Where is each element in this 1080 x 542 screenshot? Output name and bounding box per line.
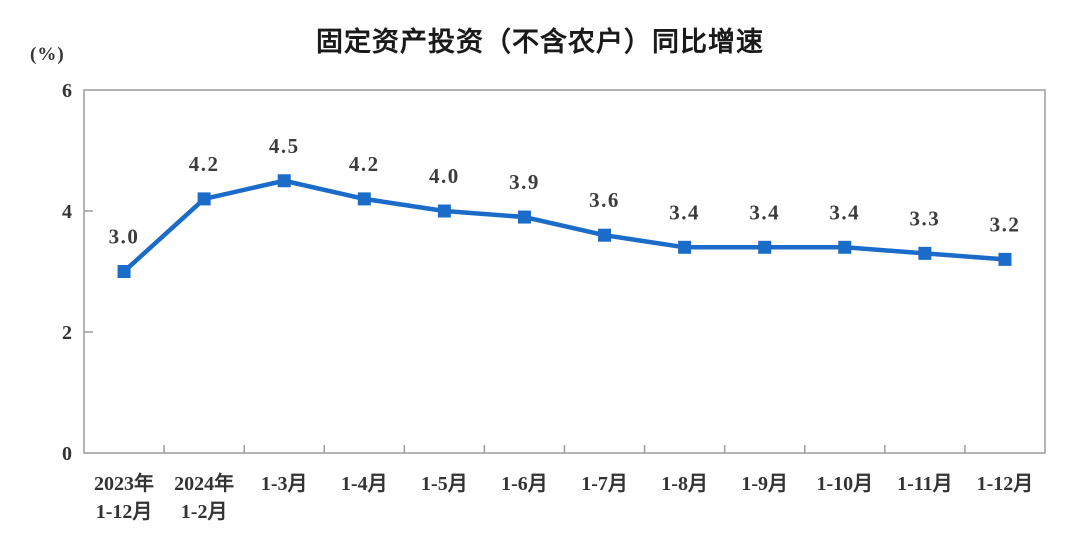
plot-frame (83, 89, 1046, 454)
data-point-marker (517, 210, 531, 224)
x-axis-category-label: 1-7月 (581, 473, 628, 495)
data-line (121, 178, 1008, 274)
data-point-marker (277, 174, 291, 188)
data-point-label: 4.5 (269, 134, 300, 158)
data-point-label: 4.0 (429, 164, 460, 188)
x-axis-category-label: 1-10月 (816, 473, 873, 495)
data-point-label: 3.4 (749, 200, 780, 224)
y-axis-tick-label: 0 (62, 443, 72, 465)
data-point-label: 3.9 (509, 170, 540, 194)
x-axis-category-label: 1-3月 (261, 473, 308, 495)
data-point-marker (117, 265, 131, 278)
x-axis-category-label: 1-2月 (181, 501, 228, 523)
x-axis-category-label: 1-12月 (96, 501, 153, 523)
data-point-label: 3.0 (109, 225, 140, 249)
x-axis-category-label: 1-6月 (501, 473, 548, 495)
data-point-label: 3.2 (990, 212, 1021, 236)
data-point-marker (437, 204, 451, 218)
x-axis-category-label: 2023年 (94, 471, 154, 495)
x-axis-category-label: 1-4月 (341, 473, 388, 495)
data-point-label: 3.4 (829, 200, 860, 224)
data-point-label: 4.2 (349, 152, 380, 176)
y-axis-unit-label: (%) (30, 44, 65, 65)
y-axis-tick-label: 6 (62, 80, 72, 102)
data-point-label: 3.6 (589, 188, 620, 212)
data-point-label: 4.2 (189, 152, 220, 176)
data-point-marker (197, 192, 211, 206)
data-point-marker (998, 252, 1012, 266)
x-axis-category-label: 1-8月 (661, 473, 708, 495)
data-point-marker (357, 192, 371, 206)
data-point-marker (758, 240, 772, 254)
chart-title: 固定资产投资（不含农户）同比增速 (316, 27, 764, 57)
data-point-marker (678, 240, 692, 254)
x-axis-category-label: 1-5月 (421, 473, 468, 495)
data-point-marker (838, 240, 852, 254)
data-point-label: 3.4 (669, 200, 700, 224)
x-axis-category-label: 1-11月 (897, 473, 953, 495)
x-axis-category-label: 1-12月 (977, 473, 1034, 495)
y-axis-tick-label: 4 (62, 201, 72, 223)
x-axis-category-label: 2024年 (174, 471, 234, 495)
y-axis-tick-label: 2 (62, 322, 72, 344)
x-axis-category-label: 1-9月 (741, 473, 788, 495)
data-point-marker (918, 246, 932, 260)
data-point-marker (598, 228, 612, 242)
data-point-label: 3.3 (910, 206, 941, 230)
